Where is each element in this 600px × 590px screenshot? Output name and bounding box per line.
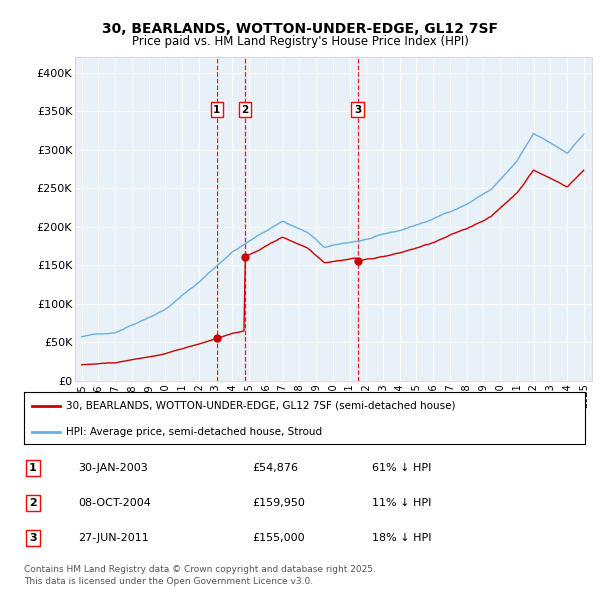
Text: 61% ↓ HPI: 61% ↓ HPI [372, 463, 431, 473]
Text: 30, BEARLANDS, WOTTON-UNDER-EDGE, GL12 7SF (semi-detached house): 30, BEARLANDS, WOTTON-UNDER-EDGE, GL12 7… [66, 401, 455, 411]
Text: 30-JAN-2003: 30-JAN-2003 [78, 463, 148, 473]
Text: This data is licensed under the Open Government Licence v3.0.: This data is licensed under the Open Gov… [24, 577, 313, 586]
Text: 3: 3 [354, 104, 361, 114]
Text: 11% ↓ HPI: 11% ↓ HPI [372, 498, 431, 508]
Text: 18% ↓ HPI: 18% ↓ HPI [372, 533, 431, 543]
Text: £159,950: £159,950 [252, 498, 305, 508]
Text: HPI: Average price, semi-detached house, Stroud: HPI: Average price, semi-detached house,… [66, 427, 322, 437]
Text: 30, BEARLANDS, WOTTON-UNDER-EDGE, GL12 7SF: 30, BEARLANDS, WOTTON-UNDER-EDGE, GL12 7… [102, 22, 498, 36]
Text: 2: 2 [242, 104, 249, 114]
Text: 27-JUN-2011: 27-JUN-2011 [78, 533, 149, 543]
Text: £54,876: £54,876 [252, 463, 298, 473]
Text: Contains HM Land Registry data © Crown copyright and database right 2025.: Contains HM Land Registry data © Crown c… [24, 565, 376, 574]
Text: 2: 2 [29, 498, 37, 508]
Text: 08-OCT-2004: 08-OCT-2004 [78, 498, 151, 508]
Text: Price paid vs. HM Land Registry's House Price Index (HPI): Price paid vs. HM Land Registry's House … [131, 35, 469, 48]
Text: £155,000: £155,000 [252, 533, 305, 543]
Text: 1: 1 [214, 104, 221, 114]
Text: 3: 3 [29, 533, 37, 543]
Text: 1: 1 [29, 463, 37, 473]
